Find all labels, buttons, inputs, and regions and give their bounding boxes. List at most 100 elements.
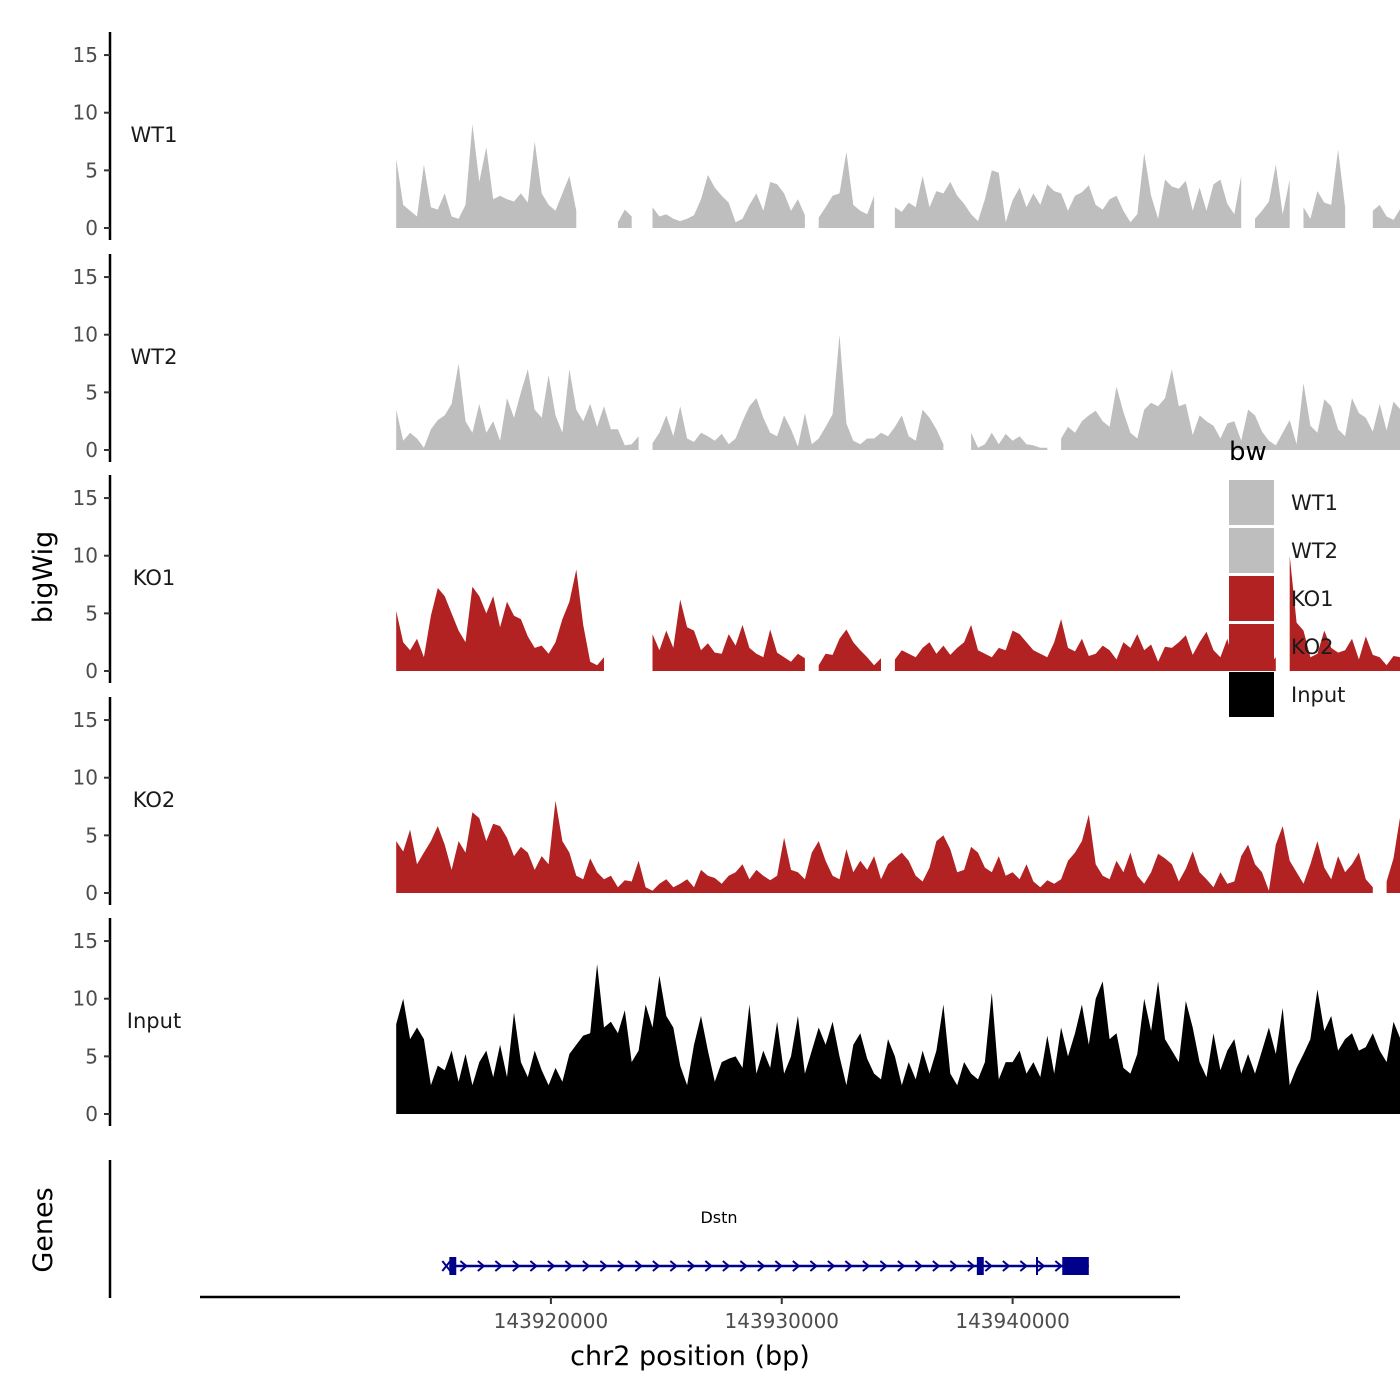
y-tick-label: 5 bbox=[85, 1044, 98, 1068]
strand-arrow bbox=[529, 1260, 538, 1272]
strand-arrow bbox=[617, 1260, 626, 1272]
legend-item-ko1: KO1 bbox=[1229, 576, 1334, 621]
signal-area-wt1 bbox=[652, 175, 805, 228]
x-axis: 143920000 143930000 143940000 bbox=[200, 1295, 1180, 1333]
signal-area-wt2 bbox=[396, 363, 639, 450]
y-tick-label: 15 bbox=[73, 929, 98, 953]
strand-arrow bbox=[564, 1260, 573, 1272]
legend-label: Input bbox=[1291, 683, 1345, 707]
signal-area-ko2 bbox=[1386, 817, 1400, 893]
signal-area-input bbox=[396, 964, 1400, 1114]
y-tick-label: 10 bbox=[73, 987, 98, 1011]
strand-arrow bbox=[547, 1260, 556, 1272]
strand-arrow bbox=[477, 1260, 486, 1272]
signal-area-wt2 bbox=[971, 432, 1048, 450]
strand-arrow bbox=[634, 1260, 643, 1272]
y-tick-label: 15 bbox=[73, 43, 98, 67]
y-axis-title-genes: Genes bbox=[28, 1187, 59, 1272]
strand-arrow bbox=[1019, 1260, 1028, 1272]
signal-area-ko1 bbox=[818, 629, 881, 671]
strand-arrow bbox=[1002, 1260, 1011, 1272]
legend-swatch bbox=[1229, 576, 1274, 621]
x-axis-title: chr2 position (bp) bbox=[570, 1341, 810, 1372]
signal-area-wt1 bbox=[1303, 149, 1346, 228]
legend-swatch bbox=[1229, 480, 1274, 525]
strand-arrow bbox=[897, 1260, 906, 1272]
signal-area-wt2 bbox=[652, 334, 944, 450]
x-tick-label: 143940000 bbox=[955, 1309, 1070, 1333]
y-tick-label: 5 bbox=[85, 823, 98, 847]
track-ko2: 0 5 10 15 KO2 bbox=[73, 697, 1400, 905]
strand-arrow bbox=[862, 1260, 871, 1272]
legend-item-input: Input bbox=[1229, 672, 1345, 717]
signal-area-wt1 bbox=[617, 209, 632, 228]
y-tick-label: 15 bbox=[73, 486, 98, 510]
gene-exon bbox=[449, 1257, 457, 1275]
signal-area-ko1 bbox=[652, 599, 805, 671]
strand-arrow bbox=[582, 1260, 591, 1272]
signal-area-ko1 bbox=[894, 619, 1276, 671]
strand-arrow bbox=[459, 1260, 468, 1272]
signal-area-wt1 bbox=[818, 151, 875, 228]
legend: WT1 WT2 KO1 KO2 Input bbox=[1229, 480, 1345, 717]
y-tick-label: 10 bbox=[73, 101, 98, 125]
legend-swatch bbox=[1229, 624, 1274, 669]
y-tick-label: 10 bbox=[73, 766, 98, 790]
strand-arrow bbox=[1054, 1260, 1063, 1272]
track-label: KO1 bbox=[133, 566, 176, 590]
y-tick-label: 15 bbox=[73, 265, 98, 289]
tracks-layer: 0 5 10 15 WT1 0 5 10 15 WT2 0 5 10 15 KO1 0 5 10 15 KO2 0 5 10… bbox=[73, 32, 1400, 1126]
track-label: WT2 bbox=[131, 345, 178, 369]
gene-label: Dstn bbox=[700, 1208, 737, 1227]
gene-start-mark bbox=[441, 1260, 452, 1272]
legend-label: WT2 bbox=[1291, 539, 1338, 563]
legend-title: bw bbox=[1229, 437, 1267, 467]
y-tick-label: 0 bbox=[85, 216, 98, 240]
y-tick-label: 10 bbox=[73, 544, 98, 568]
strand-arrow bbox=[792, 1260, 801, 1272]
strand-arrow bbox=[757, 1260, 766, 1272]
strand-arrow bbox=[739, 1260, 748, 1272]
strand-arrow bbox=[774, 1260, 783, 1272]
signal-area-ko1 bbox=[1289, 555, 1400, 671]
strand-arrow bbox=[984, 1260, 993, 1272]
strand-arrow bbox=[1037, 1260, 1046, 1272]
strand-arrow bbox=[669, 1260, 678, 1272]
legend-item-wt1: WT1 bbox=[1229, 480, 1338, 525]
strand-arrow bbox=[494, 1260, 503, 1272]
x-tick-label: 143920000 bbox=[494, 1309, 609, 1333]
strand-arrow bbox=[687, 1260, 696, 1272]
track-label: Input bbox=[127, 1009, 181, 1033]
track-wt2: 0 5 10 15 WT2 bbox=[73, 254, 1400, 462]
strand-arrow bbox=[652, 1260, 661, 1272]
track-label: KO2 bbox=[133, 788, 176, 812]
strand-arrow bbox=[512, 1260, 521, 1272]
y-tick-label: 0 bbox=[85, 881, 98, 905]
legend-item-ko2: KO2 bbox=[1229, 624, 1334, 669]
strand-arrow bbox=[967, 1260, 976, 1272]
legend-label: WT1 bbox=[1291, 491, 1338, 515]
track-input: 0 5 10 15 Input bbox=[73, 918, 1400, 1126]
strand-arrow bbox=[879, 1260, 888, 1272]
strand-arrow bbox=[914, 1260, 923, 1272]
y-tick-label: 10 bbox=[73, 323, 98, 347]
signal-area-wt1 bbox=[396, 124, 577, 228]
signal-area-ko2 bbox=[396, 800, 1373, 893]
strand-arrow bbox=[809, 1260, 818, 1272]
gene-exon bbox=[976, 1257, 984, 1275]
gene-exon bbox=[1062, 1257, 1089, 1275]
y-tick-label: 5 bbox=[85, 158, 98, 182]
strand-arrow bbox=[844, 1260, 853, 1272]
track-wt1: 0 5 10 15 WT1 bbox=[73, 32, 1400, 240]
strand-arrow bbox=[704, 1260, 713, 1272]
legend-swatch bbox=[1229, 528, 1274, 573]
legend-label: KO2 bbox=[1291, 635, 1334, 659]
y-tick-label: 0 bbox=[85, 659, 98, 683]
strand-arrow bbox=[827, 1260, 836, 1272]
y-tick-label: 15 bbox=[73, 708, 98, 732]
strand-arrow bbox=[599, 1260, 608, 1272]
y-tick-label: 0 bbox=[85, 438, 98, 462]
track-ko1: 0 5 10 15 KO1 bbox=[73, 475, 1400, 683]
y-tick-label: 5 bbox=[85, 601, 98, 625]
